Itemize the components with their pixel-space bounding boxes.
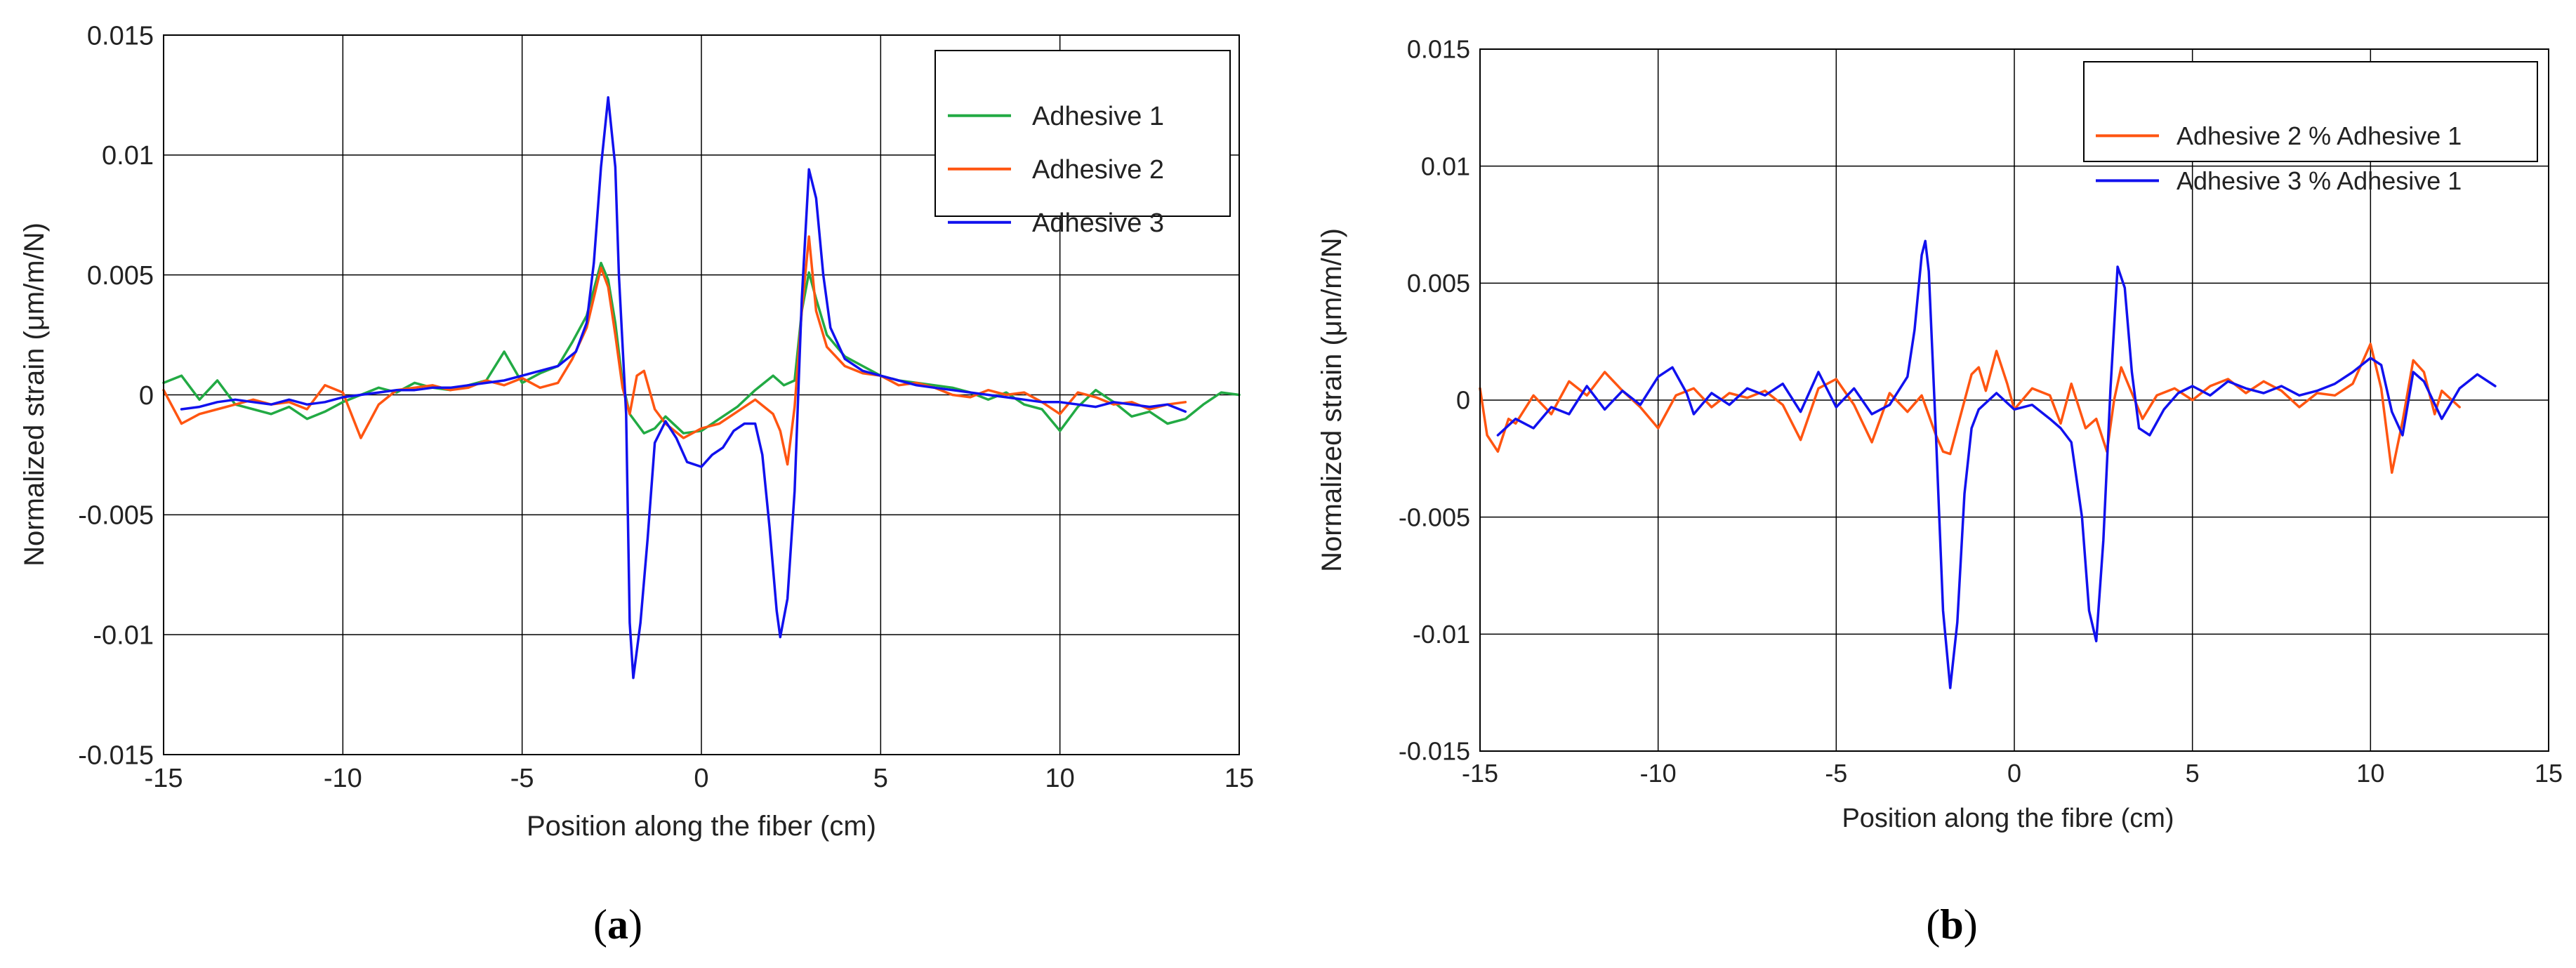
legend-label: Adhesive 2 % Adhesive 1: [2177, 121, 2462, 150]
panel-caption-a: (a): [593, 901, 642, 948]
caption-letter-b: b: [1940, 901, 1963, 948]
x-tick-labels-b: -15 -10 -5 0 5 10 15: [1462, 759, 2563, 788]
series-group-b: [1479, 239, 2497, 689]
y-tick-label: 0.005: [1407, 269, 1470, 298]
y-tick-label: 0.01: [1421, 152, 1470, 180]
y-tick-labels-b: 0.015 0.01 0.005 0 -0.005 -0.01 -0.015: [1399, 35, 1470, 766]
y-tick-label: -0.01: [1413, 620, 1470, 649]
y-tick-labels-a: 0.015 0.01 0.005 0 -0.005 -0.01 -0.015: [78, 21, 154, 770]
x-tick-label: -15: [145, 764, 183, 793]
x-tick-label: -10: [324, 764, 362, 793]
x-tick-label: 5: [873, 764, 888, 793]
y-tick-label: 0.015: [87, 21, 154, 51]
y-tick-label: 0: [139, 381, 154, 411]
x-tick-label: -10: [1640, 759, 1677, 788]
legend-label: Adhesive 3 % Adhesive 1: [2177, 166, 2462, 195]
y-tick-label: 0: [1456, 386, 1470, 415]
legend-b: Adhesive 2 % Adhesive 1 Adhesive 3 % Adhe…: [2083, 61, 2538, 195]
x-axis-label-b: Position along the fibre (cm): [1842, 804, 2174, 833]
series-line-2: [1496, 239, 2497, 689]
y-axis-label-b: Normalized strain (μm/m/N): [1316, 228, 1347, 572]
series-group-a: [162, 96, 1241, 679]
y-tick-label: -0.015: [78, 741, 154, 770]
y-tick-label: 0.005: [87, 261, 154, 291]
x-axis-label-a: Position along the fiber (cm): [527, 811, 876, 842]
legend-box-a: [934, 50, 1231, 217]
legend-label: Adhesive 3: [1032, 208, 1164, 238]
caption-letter-a: a: [607, 901, 628, 948]
series-line-1: [162, 261, 1241, 435]
x-tick-label: -5: [1825, 759, 1847, 788]
x-tick-label: 0: [2007, 759, 2021, 788]
x-tick-labels-a: -15 -10 -5 0 5 10 15: [145, 764, 1255, 793]
y-tick-label: -0.005: [1399, 503, 1470, 531]
plot-frame-b: [1479, 48, 2549, 752]
y-tick-label: -0.005: [78, 501, 154, 531]
x-tick-label: -15: [1462, 759, 1498, 788]
x-tick-label: 15: [2535, 759, 2563, 788]
y-tick-label: 0.015: [1407, 35, 1470, 64]
plot-frame-a: [163, 34, 1240, 755]
x-tick-label: 10: [1045, 764, 1075, 793]
legend-label: Adhesive 2: [1032, 155, 1164, 185]
x-tick-label: 5: [2186, 759, 2200, 788]
y-tick-label: -0.01: [93, 621, 154, 650]
x-tick-label: 15: [1224, 764, 1254, 793]
series-line-3: [180, 96, 1187, 679]
x-tick-label: -5: [510, 764, 534, 793]
x-tick-label: 10: [2356, 759, 2384, 788]
legend-a: Adhesive 1 Adhesive 2 Adhesive 3: [934, 50, 1231, 238]
y-tick-label: -0.015: [1399, 737, 1470, 766]
series-line-1: [1479, 343, 2461, 475]
y-axis-label-a: Normalized strain (μm/m/N): [19, 223, 50, 566]
legend-box-b: [2083, 61, 2538, 162]
legend-label: Adhesive 1: [1032, 102, 1164, 131]
y-tick-label: 0.01: [102, 141, 154, 171]
x-tick-label: 0: [694, 764, 708, 793]
panel-caption-b: (b): [1926, 901, 1977, 948]
